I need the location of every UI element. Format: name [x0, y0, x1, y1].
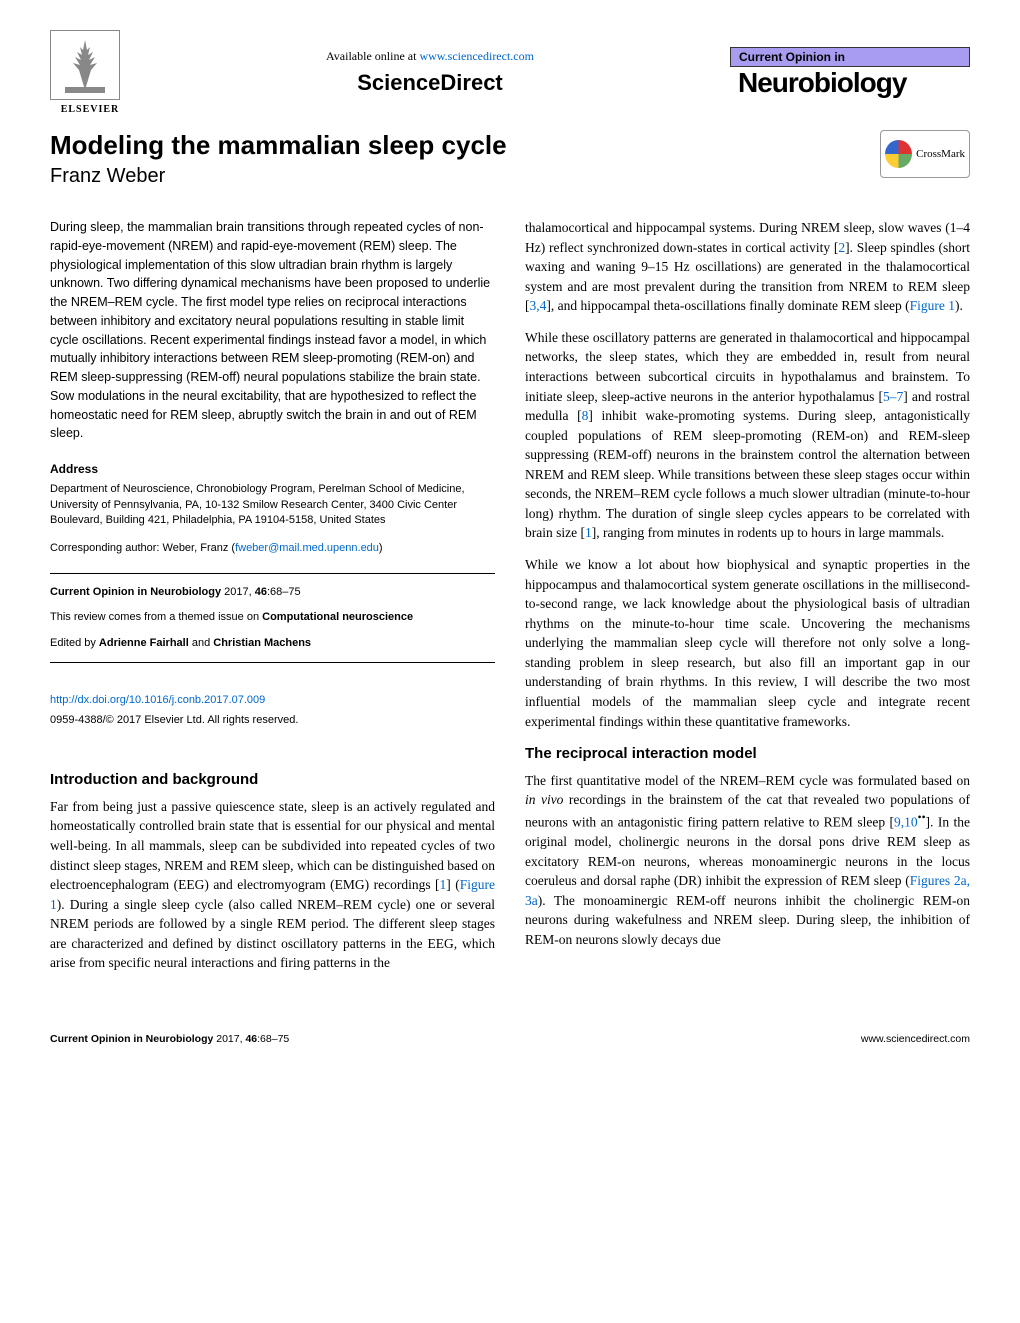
ref-5-7[interactable]: 5–7: [883, 389, 903, 404]
page-footer: Current Opinion in Neurobiology 2017, 46…: [50, 1025, 970, 1045]
right-para-1: thalamocortical and hippocampal systems.…: [525, 218, 970, 316]
journal-name: Neurobiology: [730, 67, 970, 99]
right-para-4: The first quantitative model of the NREM…: [525, 771, 970, 950]
footer-citation: Current Opinion in Neurobiology 2017, 46…: [50, 1033, 289, 1045]
crossmark-icon: [885, 140, 912, 168]
elsevier-logo[interactable]: ELSEVIER: [50, 30, 130, 115]
crossmark-label: CrossMark: [916, 148, 965, 160]
footer-url: www.sciencedirect.com: [861, 1033, 970, 1045]
journal-badge: Current Opinion in Neurobiology: [730, 47, 970, 99]
right-column: thalamocortical and hippocampal systems.…: [525, 218, 970, 985]
sciencedirect-logo[interactable]: ScienceDirect: [130, 70, 730, 96]
editors: Edited by Adrienne Fairhall and Christia…: [50, 635, 495, 653]
page-header: ELSEVIER Available online at www.science…: [50, 30, 970, 115]
doi-link[interactable]: http://dx.doi.org/10.1016/j.conb.2017.07…: [50, 693, 495, 709]
citation: Current Opinion in Neurobiology 2017, 46…: [50, 584, 495, 602]
article-info-box: Current Opinion in Neurobiology 2017, 46…: [50, 573, 495, 664]
address-text: Department of Neuroscience, Chronobiolog…: [50, 482, 495, 528]
corresponding-author: Corresponding author: Weber, Franz (fweb…: [50, 541, 495, 557]
intro-paragraph: Far from being just a passive quiescence…: [50, 797, 495, 973]
elsevier-tree-icon: [50, 30, 120, 100]
copyright-text: 0959-4388/© 2017 Elsevier Ltd. All right…: [50, 713, 495, 729]
address-label: Address: [50, 461, 495, 478]
content-columns: During sleep, the mammalian brain transi…: [50, 218, 970, 985]
figure-1-link-b[interactable]: Figure 1: [910, 298, 955, 313]
title-row: Modeling the mammalian sleep cycle Franz…: [50, 130, 970, 188]
article-title: Modeling the mammalian sleep cycle: [50, 130, 880, 161]
center-header: Available online at www.sciencedirect.co…: [130, 49, 730, 96]
author-name: Franz Weber: [50, 165, 880, 188]
left-column: During sleep, the mammalian brain transi…: [50, 218, 495, 985]
title-block: Modeling the mammalian sleep cycle Franz…: [50, 130, 880, 188]
available-online-text: Available online at www.sciencedirect.co…: [130, 49, 730, 64]
journal-series: Current Opinion in: [730, 47, 970, 67]
doi-block: http://dx.doi.org/10.1016/j.conb.2017.07…: [50, 693, 495, 729]
intro-heading: Introduction and background: [50, 769, 495, 791]
ref-1-b[interactable]: 1: [585, 525, 592, 540]
themed-issue: This review comes from a themed issue on…: [50, 609, 495, 627]
elsevier-text: ELSEVIER: [50, 104, 130, 115]
author-email-link[interactable]: fweber@mail.med.upenn.edu: [235, 542, 379, 554]
ref-3-4[interactable]: 3,4: [530, 298, 547, 313]
crossmark-badge[interactable]: CrossMark: [880, 130, 970, 178]
sciencedirect-link[interactable]: www.sciencedirect.com: [419, 49, 534, 63]
abstract-text: During sleep, the mammalian brain transi…: [50, 218, 495, 443]
right-para-3: While we know a lot about how biophysica…: [525, 555, 970, 731]
reciprocal-heading: The reciprocal interaction model: [525, 743, 970, 765]
ref-9-10[interactable]: 9,10: [894, 814, 918, 829]
right-para-2: While these oscillatory patterns are gen…: [525, 328, 970, 543]
